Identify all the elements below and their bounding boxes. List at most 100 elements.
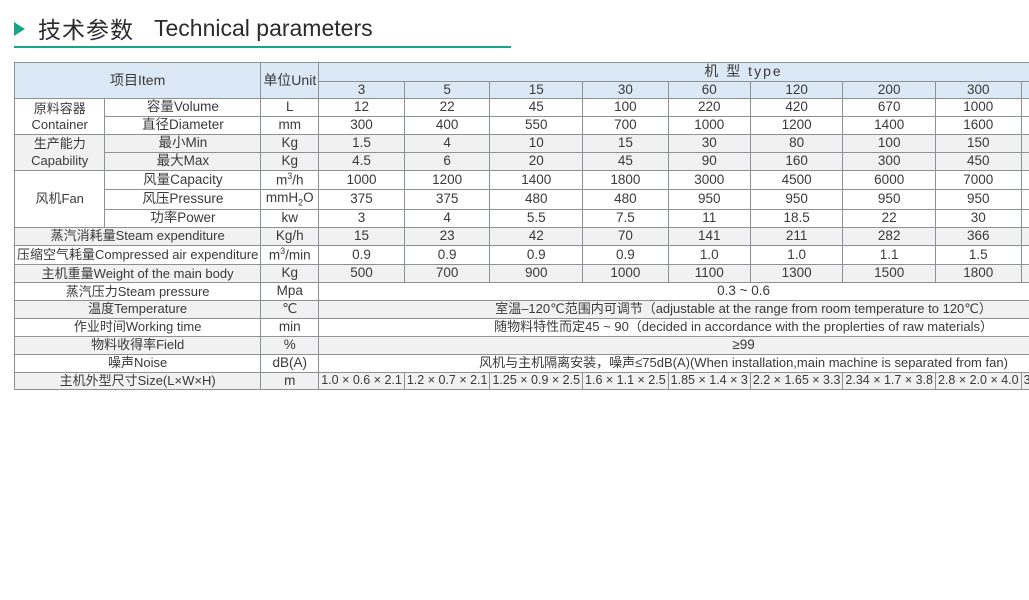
cell: 375 (318, 189, 405, 211)
table-row: 风压Pressure mmH2O 375 375 480 480 950 950… (15, 189, 1029, 211)
cell: 1800 (582, 169, 669, 191)
row-label-temperature: 温度Temperature (13, 300, 262, 319)
row-unit-diameter: mm (260, 116, 320, 136)
cell: 3000 (667, 169, 751, 191)
row-label-steam-expenditure: 蒸汽消耗量Steam expenditure (13, 227, 262, 246)
cell: 2.8 × 2.0 × 4.0 (934, 371, 1022, 391)
cell: 2000 (1020, 264, 1029, 284)
merged-value-noise: 风机与主机隔离安装，噪声≤75dB(A)(When installation,m… (318, 353, 1029, 373)
row-label-air-capacity: 风量Capacity (104, 169, 262, 191)
cell: 20 (489, 152, 584, 171)
table-row: 压缩空气耗量Compressed air expenditure m3/min … (13, 244, 1029, 266)
row-unit-compressed-air: m3/min (260, 244, 320, 266)
cell: 500 (318, 264, 405, 284)
model-header-120: 120 (749, 80, 844, 100)
triangle-right-icon (14, 21, 25, 36)
row-label-compressed-air: 压缩空气耗量Compressed air expenditure (13, 244, 262, 266)
cell: 950 (667, 189, 751, 211)
cell: 6 (403, 152, 491, 171)
cell: 1100 (667, 264, 751, 284)
cell: 1300 (749, 264, 844, 284)
cell: 6000 (842, 169, 936, 191)
cell: 282 (842, 227, 936, 246)
merged-value-temperature: 室温–120℃范围内可调节（adjustable at the range fr… (318, 300, 1029, 319)
cell: 1800 (1020, 116, 1029, 136)
cell: 750 (1020, 152, 1029, 171)
cell: 420 (749, 98, 844, 118)
cell: 22 (403, 98, 491, 118)
cell: 5.5 (489, 209, 584, 229)
cell: 1800 (934, 264, 1022, 284)
cell: 100 (842, 134, 936, 153)
header-item: 项目Item (13, 61, 262, 99)
cell: 70 (582, 227, 669, 246)
table-row: 主机重量Weight of the main body Kg 500 700 9… (13, 264, 1029, 284)
cell: 141 (667, 227, 751, 246)
cell: 451 (1020, 227, 1029, 246)
row-label-size: 主机外型尺寸Size(L×W×H) (13, 371, 262, 391)
model-header-500: 500 (1020, 80, 1029, 100)
table-row: 蒸汽消耗量Steam expenditure Kg/h 15 23 42 70 … (13, 227, 1029, 246)
cell: 1.6 × 1.1 × 2.5 (582, 371, 669, 391)
row-label-power: 功率Power (104, 209, 262, 229)
cell: 900 (489, 264, 584, 284)
cell: 950 (1020, 189, 1029, 211)
cell: 4 (403, 209, 491, 229)
cell: 700 (582, 116, 669, 136)
cell: 4500 (749, 169, 844, 191)
cell: 1.0 (667, 244, 751, 266)
cell: 375 (403, 189, 491, 211)
group-label-capability: 生产能力 Capability (13, 134, 106, 171)
row-label-air-pressure: 风压Pressure (104, 189, 262, 211)
model-header-3: 3 (318, 80, 405, 100)
table-row: 温度Temperature ℃ 室温–120℃范围内可调节（adjustable… (13, 300, 1029, 319)
cell: 1.1 (842, 244, 936, 266)
header-unit: 单位Unit (260, 61, 320, 99)
row-unit-volume: L (260, 98, 320, 118)
row-unit-size: m (260, 371, 320, 391)
cell: 700 (403, 264, 491, 284)
table-header-row-top: 项目Item 单位Unit 机 型 type (13, 61, 1029, 99)
row-label-main-body-weight: 主机重量Weight of the main body (13, 264, 262, 284)
group-label-capability-cn: 生产能力 (33, 136, 86, 152)
page-title: 技术参数 Technical parameters (14, 8, 511, 48)
row-unit-air-pressure: mmH2O (260, 189, 320, 211)
table-row: 主机外型尺寸Size(L×W×H) m 1.0 × 0.6 × 2.1 1.2 … (13, 371, 1029, 391)
cell: 1400 (842, 116, 936, 136)
cell: 45 (1020, 209, 1029, 229)
table-row: 直径Diameter mm 300 400 550 700 1000 1200 … (15, 116, 1029, 136)
model-header-300: 300 (934, 80, 1022, 100)
title-underline (14, 46, 511, 48)
merged-value-steam-pressure: 0.3 ~ 0.6 (318, 282, 1029, 302)
row-label-diameter: 直径Diameter (104, 116, 262, 136)
cell: 1.0 (749, 244, 844, 266)
table-row: 蒸汽压力Steam pressure Mpa 0.3 ~ 0.6 (13, 282, 1029, 302)
cell: 480 (489, 189, 584, 211)
header-type: 机 型 type (318, 62, 1029, 82)
cell: 90 (667, 152, 751, 171)
row-unit-working-time: min (260, 317, 320, 337)
model-header-200: 200 (842, 80, 936, 100)
group-label-container-en: Container (31, 116, 88, 132)
page-title-en: Technical parameters (154, 14, 373, 41)
cell: 7000 (934, 169, 1022, 191)
cell: 0.9 (403, 244, 491, 266)
row-unit-temperature: ℃ (260, 300, 320, 319)
row-unit-power: kw (260, 209, 320, 229)
model-header-60: 60 (667, 80, 751, 100)
cell: 550 (489, 116, 584, 136)
table-row: 最大Max Kg 4.5 6 20 45 90 160 300 450 750 (14, 152, 1029, 171)
row-unit-noise: dB(A) (260, 353, 320, 373)
cell: 15 (318, 227, 405, 246)
cell: 10 (489, 134, 584, 153)
cell: 1500 (1020, 98, 1029, 118)
cell: 22 (842, 209, 936, 229)
cell: 150 (934, 134, 1022, 153)
cell: 950 (749, 189, 844, 211)
table-row: 作业时间Working time min 随物料特性而定45 ~ 90（deci… (13, 317, 1029, 337)
row-unit-steam-pressure: Mpa (260, 282, 320, 302)
page-title-cn: 技术参数 (38, 18, 134, 44)
cell: 1200 (403, 169, 491, 191)
cell: 12 (318, 98, 405, 118)
row-label-steam-pressure: 蒸汽压力Steam pressure (13, 282, 262, 302)
